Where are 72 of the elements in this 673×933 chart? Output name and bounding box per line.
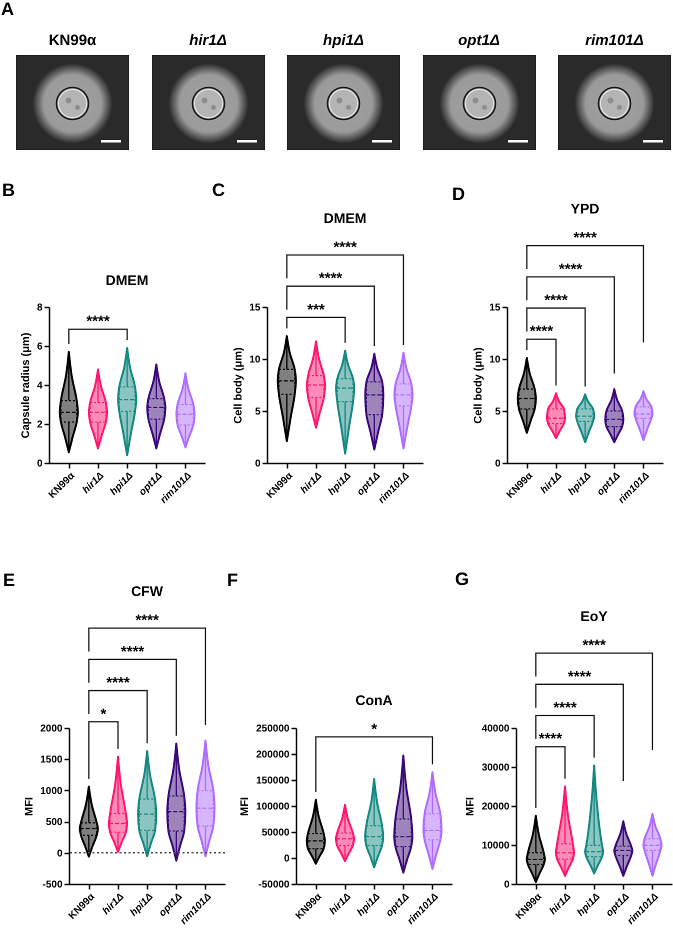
y-tick-label: 15 — [489, 302, 501, 314]
y-tick-label: 20000 — [482, 802, 510, 812]
y-tick-label: 500 — [46, 817, 63, 828]
y-tick-label: 2000 — [40, 724, 63, 734]
y-axis-title: Capsule radius (μm) — [20, 332, 32, 438]
y-tick-label: 0 — [36, 458, 43, 470]
text: **** — [553, 700, 577, 717]
category-label: opt1Δ — [457, 32, 501, 49]
text: **** — [333, 239, 357, 256]
text: * — [100, 706, 106, 723]
chart-title: CFW — [131, 583, 164, 600]
y-tick-label: 0 — [284, 854, 290, 864]
y-tick-label: 0 — [494, 458, 501, 470]
y-tick-label: 150000 — [256, 776, 290, 786]
text: **** — [573, 230, 597, 247]
annotation: **** — [86, 313, 110, 330]
y-tick-label: 0 — [504, 880, 510, 890]
text: F — [227, 570, 238, 590]
text: C — [212, 180, 225, 200]
chart-title: YPD — [570, 200, 600, 217]
text: **** — [582, 637, 606, 654]
y-tick-label: 0 — [254, 458, 261, 470]
text: D — [452, 184, 465, 204]
text: **** — [318, 270, 342, 288]
category-label: rim101Δ — [584, 32, 645, 49]
text: **** — [135, 612, 159, 630]
y-tick-label: 200000 — [256, 750, 290, 760]
y-tick-label: 30000 — [482, 762, 510, 774]
y-tick-label: 4 — [36, 380, 43, 392]
y-axis-title: Cell body (μm) — [232, 346, 244, 424]
text: G — [455, 569, 470, 589]
y-tick-label: 8 — [36, 302, 43, 314]
text: **** — [558, 260, 582, 278]
y-tick-label: 10 — [249, 354, 261, 366]
y-tick-label: 6 — [36, 342, 43, 352]
y-tick-label: 0 — [56, 848, 63, 860]
category-label: hir1Δ — [188, 32, 228, 49]
chart-title: EoY — [580, 608, 608, 624]
chart-title: DMEM — [106, 272, 148, 288]
text: **** — [120, 643, 144, 660]
chart-title: DMEM — [324, 210, 366, 226]
category-label: KN99α — [48, 32, 98, 49]
y-tick-label: -500 — [42, 880, 63, 890]
text: A — [1, 0, 14, 19]
y-axis-title: MFI — [239, 797, 252, 816]
y-tick-label: 5 — [254, 406, 261, 418]
y-tick-label: 1000 — [40, 786, 63, 797]
y-tick-label: 10000 — [482, 840, 510, 852]
category-label: hpi1Δ — [322, 32, 365, 49]
annotation: **** — [538, 730, 562, 748]
y-tick-label: -50000 — [258, 880, 290, 890]
text: B — [2, 180, 15, 200]
annotation: **** — [544, 292, 568, 310]
y-tick-label: 1500 — [40, 754, 63, 766]
text: **** — [106, 674, 130, 692]
y-tick-label: 10 — [489, 354, 501, 366]
y-tick-label: 50000 — [262, 828, 290, 838]
y-axis-title: MFI — [464, 797, 477, 816]
y-axis-title: Cell body (μm) — [472, 346, 484, 424]
y-tick-label: 15 — [249, 302, 261, 314]
text: **** — [568, 668, 592, 686]
annotation: * — [371, 720, 378, 738]
annotation: *** — [307, 301, 325, 318]
y-tick-label: 5 — [494, 406, 501, 418]
text: E — [3, 570, 16, 590]
chart-title: ConA — [355, 692, 393, 708]
y-tick-label: 100000 — [256, 802, 290, 812]
y-axis-title: MFI — [23, 797, 36, 816]
y-tick-label: 40000 — [482, 724, 510, 734]
y-tick-label: 2 — [36, 420, 43, 430]
annotation: **** — [530, 323, 554, 340]
y-tick-label: 250000 — [256, 724, 290, 734]
